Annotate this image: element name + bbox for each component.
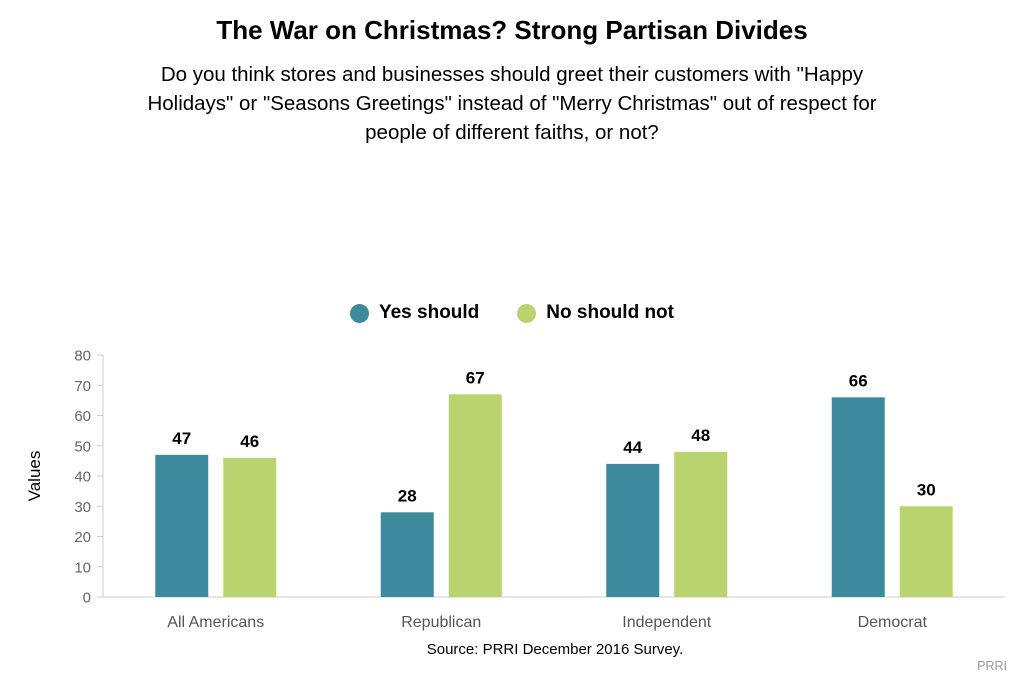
data-label: 47 xyxy=(172,429,191,448)
data-label: 46 xyxy=(240,432,259,451)
legend-label-no: No should not xyxy=(546,302,674,323)
chart-legend: Yes should No should not xyxy=(0,300,1024,326)
y-tick-label: 10 xyxy=(74,559,91,576)
bar[interactable] xyxy=(380,512,434,597)
bar[interactable] xyxy=(606,463,660,597)
chart-subtitle: Do you think stores and businesses shoul… xyxy=(147,63,877,144)
data-label: 28 xyxy=(398,486,417,505)
y-tick-label: 20 xyxy=(74,529,91,546)
data-label: 67 xyxy=(466,368,485,387)
y-tick-label: 30 xyxy=(74,499,91,516)
bar[interactable] xyxy=(223,457,277,597)
credit-label: PRRI xyxy=(977,659,1007,673)
legend-swatch-yes xyxy=(349,303,369,323)
y-tick-label: 80 xyxy=(74,348,91,365)
bar[interactable] xyxy=(155,454,209,597)
y-axis-title: Values xyxy=(25,451,44,502)
x-tick-label: Republican xyxy=(401,614,481,631)
data-label: 48 xyxy=(691,426,710,445)
data-label: 30 xyxy=(917,480,936,499)
legend-item-yes[interactable]: Yes should xyxy=(349,302,480,324)
legend-swatch-no xyxy=(517,303,537,323)
y-tick-label: 50 xyxy=(74,438,91,455)
legend-label-yes: Yes should xyxy=(378,302,480,323)
x-tick-label: All Americans xyxy=(167,614,264,631)
bar[interactable] xyxy=(831,397,885,597)
chart-title: The War on Christmas? Strong Partisan Di… xyxy=(216,15,808,45)
bar[interactable] xyxy=(674,451,728,597)
y-tick-label: 70 xyxy=(74,378,91,395)
y-tick-label: 60 xyxy=(74,408,91,425)
data-label: 66 xyxy=(849,371,868,390)
x-tick-label: Independent xyxy=(622,614,712,631)
bar[interactable] xyxy=(899,506,953,597)
legend-item-no[interactable]: No should not xyxy=(517,302,674,324)
y-tick-label: 40 xyxy=(74,469,91,486)
source-note: Source: PRRI December 2016 Survey. xyxy=(426,641,684,658)
bar[interactable] xyxy=(448,394,502,597)
y-tick-label: 0 xyxy=(83,590,91,607)
data-label: 44 xyxy=(623,438,642,457)
x-tick-label: Democrat xyxy=(858,614,928,631)
